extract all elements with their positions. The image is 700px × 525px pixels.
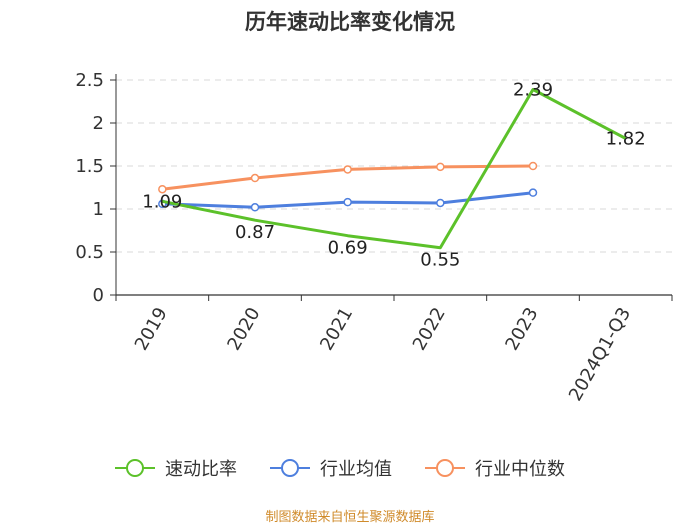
- y-tick-label: 1.5: [75, 156, 104, 177]
- data-point[interactable]: [250, 203, 260, 212]
- y-tick-label: 1: [93, 199, 104, 220]
- data-label: 2.39: [513, 79, 553, 100]
- series-line: [162, 88, 627, 250]
- data-point[interactable]: [528, 161, 538, 171]
- data-label: 1.82: [606, 128, 646, 149]
- data-label: 1.09: [142, 191, 182, 212]
- data-point[interactable]: [250, 173, 260, 183]
- series-layer: 1.09 0.87 0.69 0.55 2.39 1.82: [142, 79, 645, 270]
- y-tick-label: 0.5: [75, 242, 104, 263]
- y-tick-label: 2.5: [75, 70, 104, 91]
- legend-label: 速动比率: [165, 459, 237, 480]
- data-point[interactable]: [436, 162, 445, 172]
- x-tick-label: 2022: [409, 304, 450, 354]
- legend[interactable]: 速动比率 行业均值 行业中位数: [115, 459, 565, 480]
- x-tick-label: 2024Q1-Q3: [565, 304, 635, 405]
- data-point[interactable]: [436, 198, 445, 208]
- y-tick-label: 2: [93, 113, 104, 134]
- legend-item[interactable]: 行业中位数: [425, 459, 565, 480]
- axes: 0 0.5 1 1.5 2 2.5 2019 2020 2021 2022 2023 2024Q1-Q…: [75, 70, 673, 405]
- legend-swatch-marker: [281, 459, 299, 477]
- source-footer: 制图数据来自恒生聚源数据库: [265, 509, 434, 525]
- legend-label: 行业中位数: [475, 459, 565, 480]
- x-tick-label: 2019: [131, 304, 172, 354]
- data-point[interactable]: [158, 184, 167, 194]
- x-tick-label: 2023: [501, 304, 542, 354]
- data-label: 0.55: [420, 250, 460, 271]
- legend-item[interactable]: 行业均值: [270, 459, 392, 480]
- data-point[interactable]: [528, 188, 538, 197]
- data-label: 0.87: [235, 222, 275, 243]
- data-point[interactable]: [343, 197, 352, 207]
- legend-swatch-marker: [436, 459, 454, 477]
- data-label: 0.69: [328, 238, 368, 259]
- x-tick-label: 2021: [316, 304, 357, 354]
- legend-item[interactable]: 速动比率: [115, 459, 237, 480]
- chart-title: 历年速动比率变化情况: [245, 10, 455, 34]
- grid-lines: [116, 79, 672, 253]
- y-tick-label: 0: [93, 285, 104, 306]
- legend-label: 行业均值: [320, 459, 392, 480]
- x-tick-label: 2020: [223, 304, 264, 354]
- legend-swatch-marker: [126, 459, 144, 477]
- data-point[interactable]: [343, 165, 352, 174]
